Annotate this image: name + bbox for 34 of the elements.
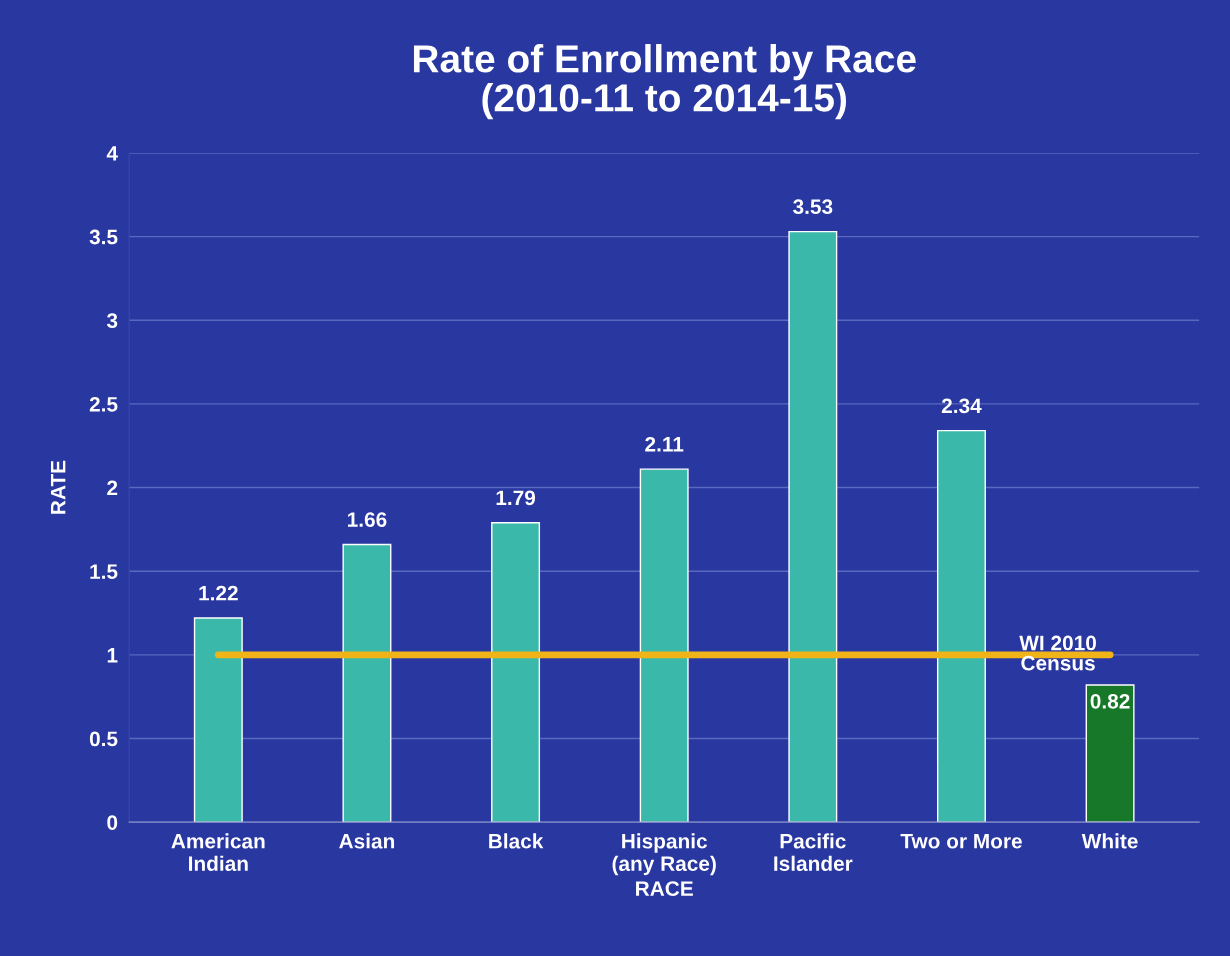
y-tick-label: 3.5: [89, 229, 118, 245]
x-tick-label: White: [1081, 833, 1138, 849]
y-axis-title: RATE: [50, 460, 66, 514]
y-tick-label: 1.5: [90, 564, 118, 579]
y-tick-label: 0.5: [89, 731, 118, 747]
y-tick-label: 4: [106, 146, 118, 161]
data-label: 1.22: [199, 585, 238, 601]
chart-title: Rate of Enrollment by Race (2010-11 to 2014-15): [413, 44, 916, 120]
data-label: 2.34: [941, 398, 982, 414]
data-label: 1.79: [496, 490, 536, 506]
ref-line-label: WI 2010 Census: [1019, 635, 1096, 671]
bar: [193, 617, 243, 823]
data-label: 1.66: [347, 512, 387, 527]
y-tick-label: 3: [106, 313, 118, 329]
bar: [788, 230, 838, 823]
bar: [1085, 684, 1135, 823]
y-tick-label: 2.5: [89, 396, 118, 412]
bar: [491, 521, 541, 823]
x-tick-label: Pacific Islander: [774, 833, 853, 872]
data-label: 2.11: [645, 436, 684, 452]
bar: [342, 543, 392, 823]
x-tick-label: Hispanic (any Race): [612, 833, 716, 876]
x-tick-label: Black: [489, 833, 544, 849]
y-tick-label: 2: [107, 480, 118, 496]
x-tick-label: Asian: [339, 833, 395, 849]
x-axis-title: RACE: [636, 881, 693, 896]
y-tick-label: 1: [107, 648, 118, 663]
bar: [639, 468, 689, 823]
data-label: 0.82: [1090, 693, 1130, 709]
y-tick-label: 0: [107, 815, 118, 830]
bar: [936, 429, 986, 823]
data-label: 3.53: [793, 199, 833, 215]
x-tick-label: American Indian: [171, 833, 265, 872]
x-tick-label: Two or More: [900, 834, 1022, 849]
